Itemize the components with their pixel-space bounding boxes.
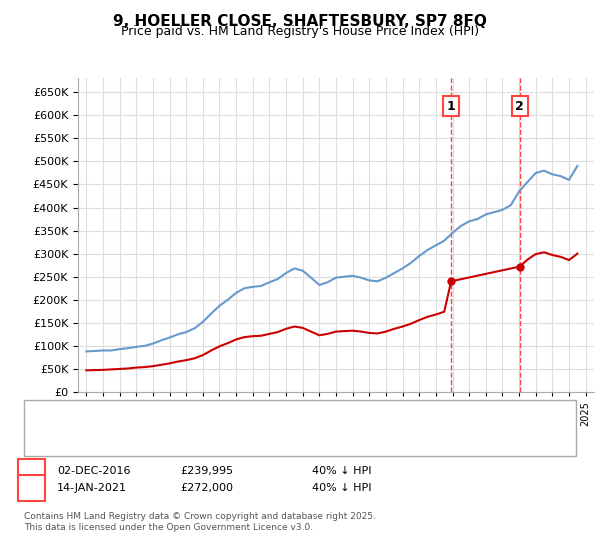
Text: Contains HM Land Registry data © Crown copyright and database right 2025.
This d: Contains HM Land Registry data © Crown c… bbox=[24, 512, 376, 532]
Text: —: — bbox=[39, 436, 56, 454]
Text: 9, HOELLER CLOSE, SHAFTESBURY, SP7 8FQ: 9, HOELLER CLOSE, SHAFTESBURY, SP7 8FQ bbox=[113, 14, 487, 29]
Text: 2: 2 bbox=[515, 100, 524, 113]
Text: 02-DEC-2016: 02-DEC-2016 bbox=[57, 466, 131, 476]
Text: 14-JAN-2021: 14-JAN-2021 bbox=[57, 483, 127, 493]
Text: 9, HOELLER CLOSE, SHAFTESBURY, SP7 8FQ (detached house): 9, HOELLER CLOSE, SHAFTESBURY, SP7 8FQ (… bbox=[57, 425, 381, 435]
Text: —: — bbox=[39, 419, 56, 437]
Text: 40% ↓ HPI: 40% ↓ HPI bbox=[312, 483, 371, 493]
Text: £272,000: £272,000 bbox=[180, 483, 233, 493]
Text: Price paid vs. HM Land Registry's House Price Index (HPI): Price paid vs. HM Land Registry's House … bbox=[121, 25, 479, 38]
Text: 40% ↓ HPI: 40% ↓ HPI bbox=[312, 466, 371, 476]
Text: 1: 1 bbox=[447, 100, 455, 113]
Text: HPI: Average price, detached house, Dorset: HPI: Average price, detached house, Dors… bbox=[57, 442, 284, 452]
Text: £239,995: £239,995 bbox=[180, 466, 233, 476]
Text: 1: 1 bbox=[28, 466, 35, 476]
Text: 2: 2 bbox=[28, 483, 35, 493]
